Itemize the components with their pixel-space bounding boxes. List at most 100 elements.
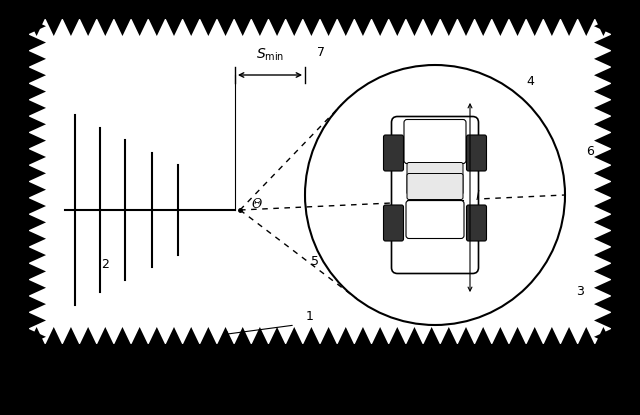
FancyBboxPatch shape — [404, 120, 466, 164]
Polygon shape — [594, 312, 612, 329]
Polygon shape — [97, 327, 114, 345]
Polygon shape — [165, 18, 182, 36]
Polygon shape — [406, 18, 423, 36]
Polygon shape — [252, 18, 268, 36]
Polygon shape — [217, 18, 234, 36]
Polygon shape — [423, 18, 440, 36]
Polygon shape — [594, 165, 612, 181]
Polygon shape — [355, 18, 372, 36]
Polygon shape — [28, 116, 46, 132]
Polygon shape — [458, 327, 475, 345]
Polygon shape — [594, 83, 612, 100]
Polygon shape — [234, 18, 252, 36]
Polygon shape — [285, 327, 303, 345]
Polygon shape — [148, 327, 165, 345]
Polygon shape — [165, 327, 182, 345]
Polygon shape — [594, 34, 612, 51]
Polygon shape — [28, 263, 46, 280]
Polygon shape — [28, 329, 46, 345]
Polygon shape — [561, 18, 578, 36]
Polygon shape — [355, 327, 372, 345]
Text: Θ: Θ — [252, 198, 262, 212]
Polygon shape — [578, 18, 595, 36]
FancyBboxPatch shape — [407, 163, 463, 195]
Polygon shape — [594, 18, 612, 34]
Polygon shape — [509, 327, 526, 345]
Text: l: l — [476, 190, 479, 203]
Polygon shape — [114, 18, 131, 36]
Polygon shape — [28, 34, 46, 51]
Polygon shape — [595, 18, 612, 36]
FancyBboxPatch shape — [406, 200, 464, 239]
Polygon shape — [594, 214, 612, 231]
Bar — [28, 18, 612, 345]
Text: Фиг.1: Фиг.1 — [295, 385, 345, 401]
Polygon shape — [62, 327, 79, 345]
Polygon shape — [28, 214, 46, 231]
Polygon shape — [594, 329, 612, 345]
Polygon shape — [28, 132, 46, 149]
Polygon shape — [406, 327, 423, 345]
Polygon shape — [97, 18, 114, 36]
Polygon shape — [543, 327, 561, 345]
Polygon shape — [45, 18, 62, 36]
Polygon shape — [594, 296, 612, 312]
Polygon shape — [594, 263, 612, 280]
Polygon shape — [475, 327, 492, 345]
FancyBboxPatch shape — [383, 135, 403, 171]
Polygon shape — [594, 280, 612, 296]
Polygon shape — [234, 327, 252, 345]
Polygon shape — [475, 18, 492, 36]
Bar — [28, 18, 612, 345]
FancyBboxPatch shape — [407, 173, 463, 200]
Polygon shape — [337, 18, 355, 36]
Polygon shape — [423, 327, 440, 345]
Polygon shape — [594, 247, 612, 263]
Polygon shape — [28, 149, 46, 165]
Polygon shape — [182, 18, 200, 36]
Polygon shape — [320, 18, 337, 36]
Polygon shape — [594, 149, 612, 165]
Polygon shape — [45, 327, 62, 345]
Polygon shape — [28, 18, 45, 36]
Polygon shape — [337, 327, 355, 345]
Polygon shape — [28, 296, 46, 312]
Polygon shape — [303, 18, 320, 36]
Polygon shape — [578, 327, 595, 345]
Polygon shape — [595, 327, 612, 345]
Polygon shape — [114, 327, 131, 345]
Text: 4: 4 — [526, 75, 534, 88]
Polygon shape — [388, 18, 406, 36]
Polygon shape — [492, 18, 509, 36]
Text: 6: 6 — [586, 145, 594, 158]
Polygon shape — [372, 18, 388, 36]
Polygon shape — [200, 327, 217, 345]
Polygon shape — [182, 327, 200, 345]
Polygon shape — [28, 100, 46, 116]
Polygon shape — [440, 327, 458, 345]
Polygon shape — [28, 312, 46, 329]
Polygon shape — [268, 327, 285, 345]
Text: 1: 1 — [306, 310, 314, 323]
Polygon shape — [594, 132, 612, 149]
Polygon shape — [28, 280, 46, 296]
Polygon shape — [131, 327, 148, 345]
Polygon shape — [594, 116, 612, 132]
Polygon shape — [28, 18, 46, 34]
Polygon shape — [62, 18, 79, 36]
Polygon shape — [303, 327, 320, 345]
Polygon shape — [28, 198, 46, 214]
FancyBboxPatch shape — [467, 205, 486, 241]
Polygon shape — [594, 198, 612, 214]
Polygon shape — [509, 18, 526, 36]
Polygon shape — [285, 18, 303, 36]
Text: 3: 3 — [576, 285, 584, 298]
Polygon shape — [594, 100, 612, 116]
Polygon shape — [526, 18, 543, 36]
Text: 5: 5 — [311, 255, 319, 268]
Polygon shape — [131, 18, 148, 36]
Polygon shape — [79, 327, 97, 345]
Polygon shape — [526, 327, 543, 345]
Polygon shape — [458, 18, 475, 36]
Polygon shape — [79, 18, 97, 36]
